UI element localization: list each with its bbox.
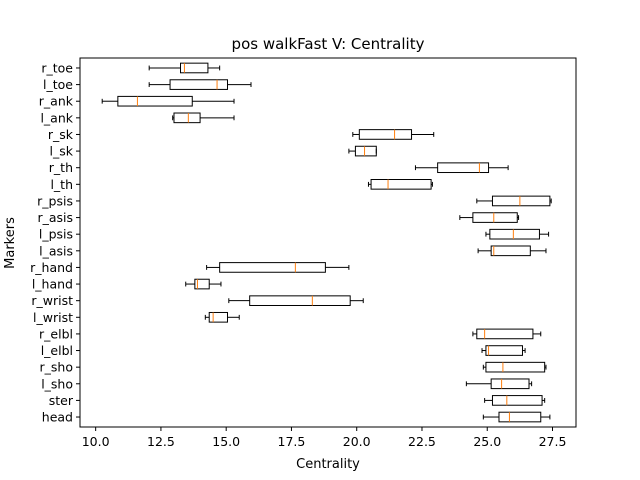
box <box>472 212 518 223</box>
boxplot-r_asis <box>459 212 520 223</box>
boxplot-head <box>482 411 551 423</box>
box <box>498 411 542 423</box>
box <box>370 179 432 190</box>
x-tick-label: 10.0 <box>82 434 110 449</box>
y-tick-label-l_th: l_th <box>50 177 73 192</box>
boxplot-r_elbl <box>472 328 542 340</box>
y-tick-label-l_wrist: l_wrist <box>33 310 73 325</box>
y-tick-label-l_sho: l_sho <box>41 376 73 391</box>
x-tick-label: 27.5 <box>539 434 567 449</box>
box <box>194 278 210 290</box>
box <box>485 345 523 356</box>
boxplot-r_th <box>414 162 509 174</box>
box <box>358 129 413 140</box>
y-tick-label-r_th: r_th <box>49 160 73 175</box>
y-tick-label-l_toe: l_toe <box>43 77 73 92</box>
boxplot-r_sho <box>482 361 547 373</box>
y-tick-label-r_hand: r_hand <box>30 260 73 275</box>
boxplot-l_sho <box>465 378 533 390</box>
boxplot-l_ank <box>172 112 235 124</box>
boxplot-l_elbl <box>481 345 526 356</box>
box <box>491 195 551 207</box>
y-tick-label-l_elbl: l_elbl <box>41 343 73 358</box>
box <box>249 295 351 306</box>
y-tick-label-l_hand: l_hand <box>32 277 73 292</box>
box <box>489 228 540 240</box>
boxplot-l_hand <box>185 278 222 290</box>
y-tick-label-r_psis: r_psis <box>37 193 73 208</box>
y-tick-label-r_toe: r_toe <box>41 60 73 75</box>
boxplot-r_hand <box>206 262 350 273</box>
box <box>485 361 546 373</box>
y-tick-label-r_asis: r_asis <box>37 210 73 225</box>
boxplot-ster <box>484 395 546 406</box>
y-axis-label: Markers <box>3 217 18 269</box>
y-tick-label-l_psis: l_psis <box>39 227 73 242</box>
x-tick-label: 15.0 <box>212 434 240 449</box>
axes-frame <box>79 57 577 428</box>
box <box>169 79 228 90</box>
y-tick-label-r_ank: r_ank <box>39 94 74 109</box>
x-tick-label: 25.0 <box>473 434 501 449</box>
y-tick-label-head: head <box>42 410 73 425</box>
chart-title: pos walkFast V: Centrality <box>232 35 425 53</box>
y-tick-label-r_sho: r_sho <box>40 360 73 375</box>
x-axis-label: Centrality <box>296 457 360 472</box>
box <box>354 145 377 157</box>
boxplot-r_toe <box>148 62 221 74</box>
y-tick-label-l_asis: l_asis <box>39 243 73 258</box>
boxplot-l_asis <box>477 245 547 257</box>
x-tick-labels: 10.0 12.5 15.0 17.5 20.0 22.5 25.0 27.5 <box>82 427 567 449</box>
box <box>490 378 530 390</box>
boxplot-l_sk <box>348 145 377 157</box>
box <box>490 245 531 257</box>
box <box>491 395 543 406</box>
y-tick-label-l_sk: l_sk <box>50 144 74 159</box>
boxplot-l_psis <box>485 228 550 240</box>
y-tick-label-r_wrist: r_wrist <box>31 293 73 308</box>
box <box>117 95 193 107</box>
boxplot-l_th <box>367 179 433 190</box>
box <box>180 62 209 74</box>
y-tick-label-l_ank: l_ank <box>40 110 73 125</box>
y-tick-label-ster: ster <box>49 393 74 408</box>
box <box>219 262 326 273</box>
boxplot-r_wrist <box>228 295 364 306</box>
y-tick-label-r_sk: r_sk <box>48 127 74 142</box>
boxplot-l_toe <box>148 79 252 90</box>
boxplot-r_sk <box>352 129 435 140</box>
boxplot-r_ank <box>101 95 235 107</box>
y-tick-label-r_elbl: r_elbl <box>39 326 73 341</box>
x-tick-label: 22.5 <box>408 434 436 449</box>
x-tick-label: 17.5 <box>278 434 306 449</box>
box <box>437 162 490 174</box>
plot-content <box>101 62 552 423</box>
x-tick-label: 12.5 <box>147 434 175 449</box>
boxplot-r_psis <box>476 195 552 207</box>
box <box>208 311 228 323</box>
x-tick-label: 20.0 <box>343 434 371 449</box>
boxplot-l_wrist <box>204 311 240 323</box>
box <box>476 328 534 340</box>
box <box>173 112 201 124</box>
